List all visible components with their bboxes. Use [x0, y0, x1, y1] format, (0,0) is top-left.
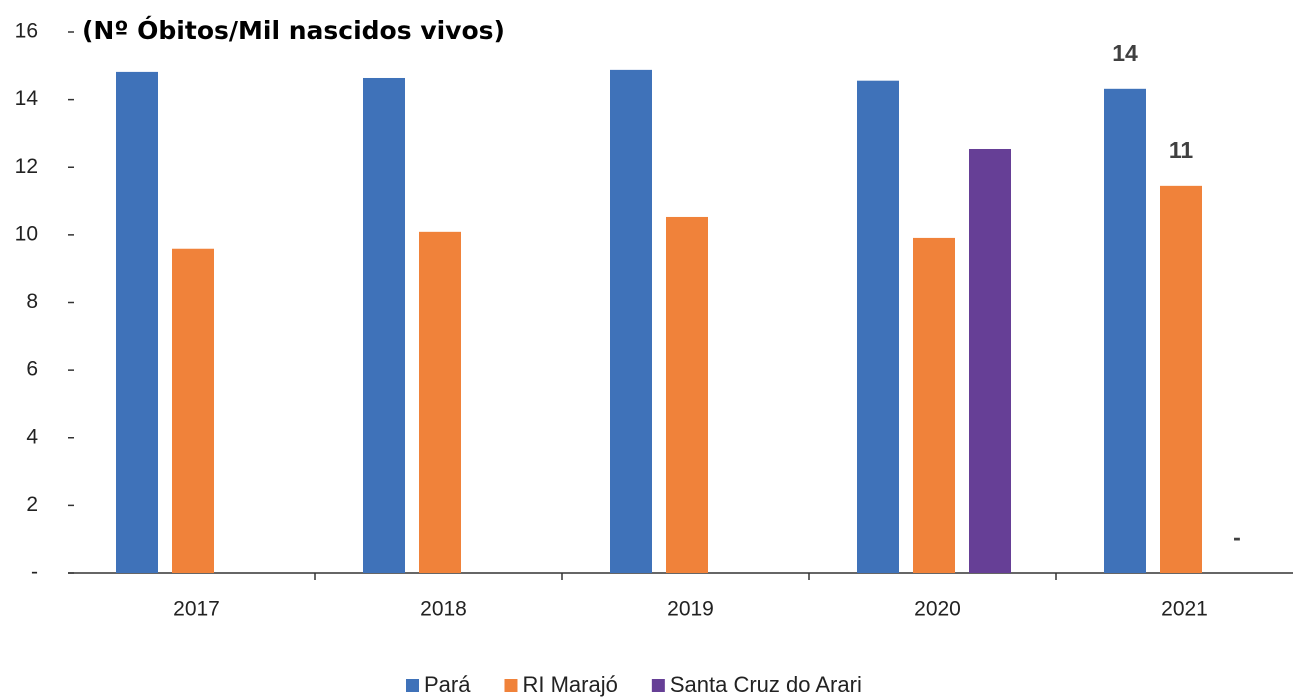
legend-label: Santa Cruz do Arari — [670, 672, 862, 697]
y-tick-label: 8 — [26, 290, 38, 313]
x-tick-label: 2021 — [1161, 598, 1208, 621]
legend-swatch — [651, 679, 665, 692]
bar — [969, 148, 1011, 573]
legend-label: Pará — [424, 672, 471, 697]
value-label: 11 — [1169, 137, 1194, 163]
bar — [116, 71, 158, 574]
bar — [1160, 185, 1202, 574]
bar — [610, 69, 652, 574]
x-tick-label: 2020 — [914, 598, 961, 621]
x-tick-label: 2018 — [420, 598, 467, 621]
y-tick-label: 6 — [26, 358, 38, 381]
x-tick-label: 2017 — [173, 598, 220, 621]
legend-swatch — [406, 679, 419, 692]
y-tick-label: 16 — [15, 20, 38, 43]
x-tick-label: 2019 — [667, 598, 714, 621]
legend-swatch — [504, 679, 518, 692]
chart-title: (Nº Óbitos/Mil nascidos vivos) — [82, 15, 505, 45]
y-tick-label: 4 — [26, 425, 38, 448]
value-label: - — [1233, 524, 1241, 550]
y-tick-label: 14 — [15, 87, 39, 110]
bar — [419, 231, 461, 573]
y-tick-label: 12 — [15, 155, 38, 178]
bar — [1104, 88, 1146, 574]
y-tick-label: 2 — [26, 493, 38, 516]
bar — [913, 237, 955, 573]
y-tick-label: 10 — [15, 222, 38, 245]
bar — [666, 216, 708, 573]
bar — [857, 80, 899, 573]
value-label: 14 — [1112, 40, 1138, 66]
y-tick-label: - — [31, 561, 38, 584]
bar — [363, 77, 405, 574]
legend-label: RI Marajó — [522, 672, 617, 697]
bar — [172, 248, 214, 573]
